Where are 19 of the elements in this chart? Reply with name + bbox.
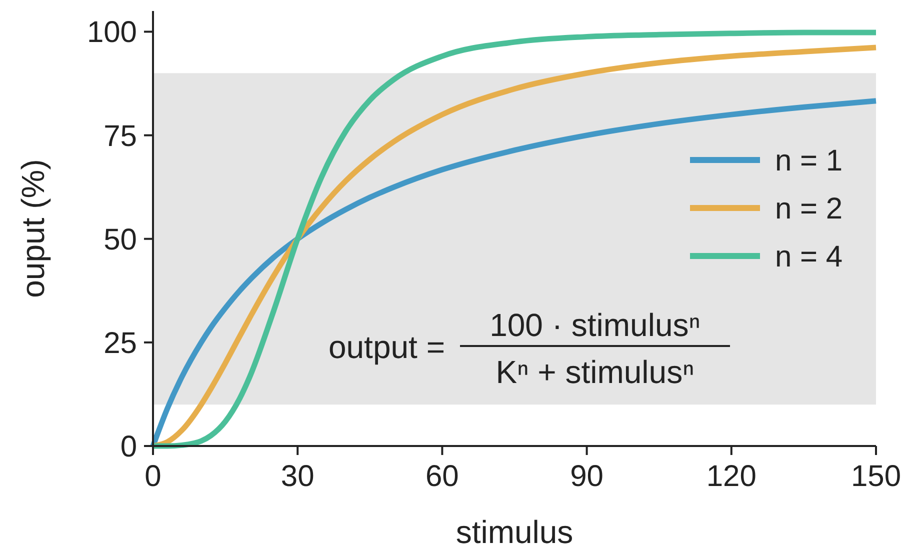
y-tick-label: 50 <box>104 223 137 256</box>
legend-label: n = 1 <box>775 144 843 178</box>
x-tick-label: 30 <box>280 460 314 493</box>
y-axis-title: ouput (%) <box>15 159 51 298</box>
y-tick-label: 25 <box>104 326 137 360</box>
x-tick-label: 90 <box>570 460 604 493</box>
x-tick-label: 120 <box>706 460 756 493</box>
annotation: output = <box>328 329 445 365</box>
legend-label: n = 4 <box>775 240 843 274</box>
legend-label: n = 2 <box>775 192 843 226</box>
y-tick-label: 100 <box>86 16 137 50</box>
y-tick-label: 75 <box>104 120 137 153</box>
y-tick-label: 0 <box>120 430 137 464</box>
x-tick-label: 0 <box>144 460 162 493</box>
x-axis-title: stimulus <box>456 514 574 550</box>
x-tick-label: 150 <box>850 460 902 493</box>
x-tick-label: 60 <box>426 460 459 493</box>
annotation: 100 · stimulusⁿ <box>490 307 700 343</box>
annotation: Kⁿ + stimulusⁿ <box>496 354 694 390</box>
